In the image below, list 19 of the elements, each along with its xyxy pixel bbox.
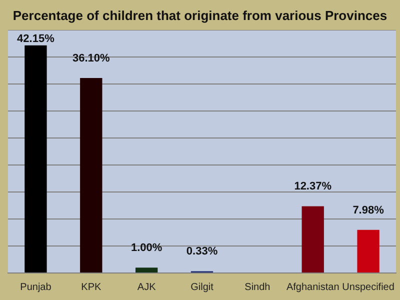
bar [302,206,324,272]
data-label: 36.10% [72,52,110,65]
data-label: 7.98% [352,204,384,216]
x-tick-label: KPK [81,282,102,293]
x-tick-label: AJK [137,282,156,293]
data-label: 1.00% [130,242,162,254]
x-tick-label: Punjab [20,282,52,293]
x-tick-label: Afghanistan [286,282,340,293]
bar [24,45,47,272]
data-label: 12.37% [294,180,332,193]
x-tick-label: Sindh [244,282,270,293]
x-tick-label: Gilgit [190,282,214,293]
bar [357,230,380,272]
chart-title: Percentage of children that originate from various Provinces [12,8,388,23]
data-label: 42.15% [17,32,55,45]
data-label: 0.33% [186,246,218,258]
bar [80,78,102,272]
bar [135,268,158,272]
x-tick-label: Unspecified [342,282,394,293]
